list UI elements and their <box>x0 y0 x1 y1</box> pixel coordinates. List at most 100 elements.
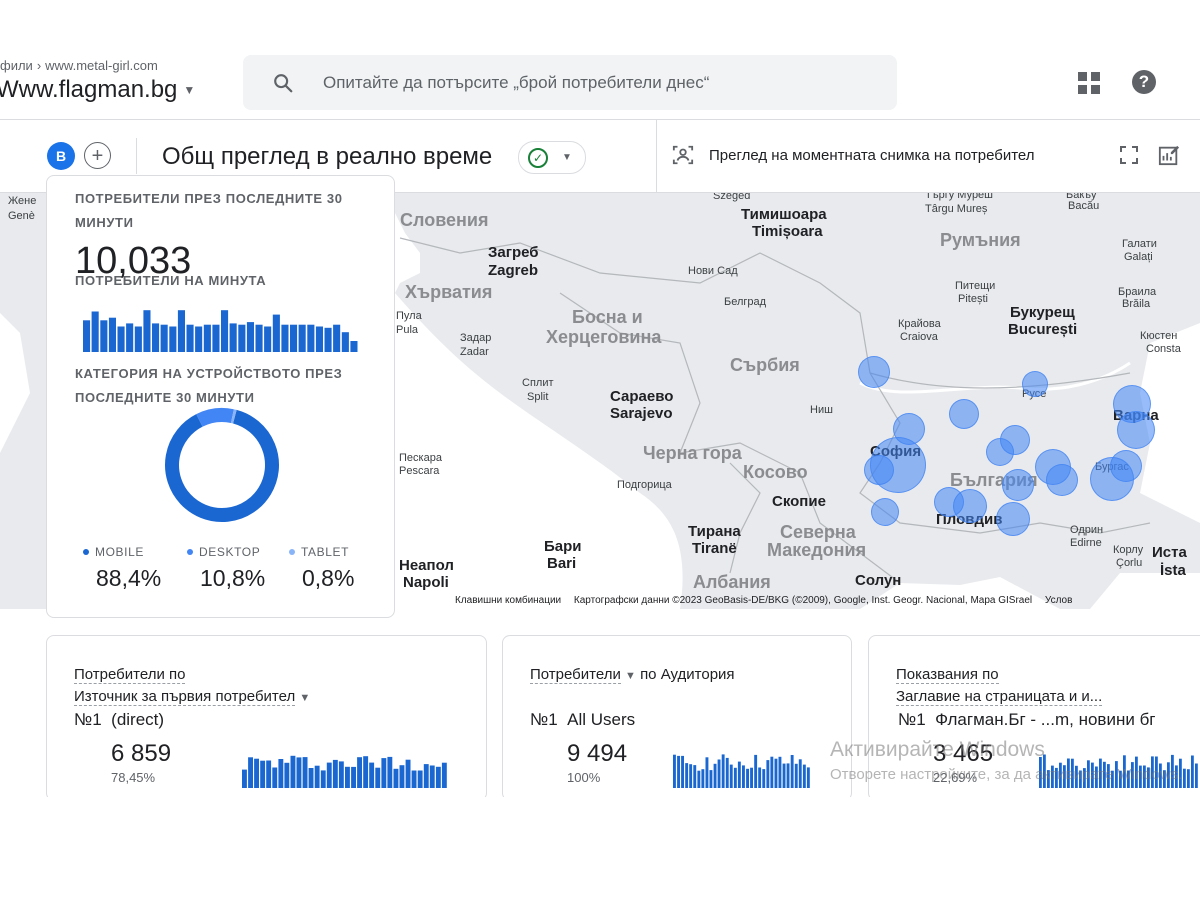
trend-bar[interactable] <box>1043 754 1046 789</box>
trend-bar[interactable] <box>742 765 745 788</box>
customize-report-icon[interactable] <box>1158 144 1180 166</box>
comparison-avatar[interactable]: B <box>47 142 75 170</box>
trend-bar-chart[interactable] <box>242 748 448 788</box>
trend-bar[interactable] <box>296 757 302 788</box>
trend-bar[interactable] <box>689 764 693 788</box>
trend-bar[interactable] <box>786 763 790 788</box>
trend-bar[interactable] <box>1159 763 1162 789</box>
trend-bar[interactable] <box>673 754 676 788</box>
donut-slice-tablet[interactable] <box>230 409 237 424</box>
minute-bar[interactable] <box>126 323 134 352</box>
trend-bar[interactable] <box>681 755 684 788</box>
trend-bar[interactable] <box>1091 762 1094 788</box>
minute-bar[interactable] <box>143 310 151 352</box>
minute-bar[interactable] <box>246 322 254 352</box>
minute-bar[interactable] <box>221 310 229 352</box>
trend-bar[interactable] <box>260 760 266 788</box>
trend-bar[interactable] <box>272 767 278 789</box>
minute-bar[interactable] <box>307 324 315 352</box>
minute-bar[interactable] <box>298 324 306 352</box>
trend-bar[interactable] <box>369 762 375 788</box>
map-user-bubble[interactable] <box>864 455 894 485</box>
donut-slice-desktop[interactable] <box>196 408 234 427</box>
trend-bar[interactable] <box>1123 755 1126 788</box>
trend-bar[interactable] <box>750 767 753 788</box>
trend-bar[interactable] <box>242 769 247 788</box>
trend-bar[interactable] <box>1135 756 1138 788</box>
trend-bar[interactable] <box>411 770 417 789</box>
trend-bar[interactable] <box>254 758 259 788</box>
trend-bar-chart[interactable] <box>1039 748 1199 788</box>
minute-bar[interactable] <box>152 323 160 352</box>
trend-bar[interactable] <box>387 756 393 788</box>
minute-bar[interactable] <box>83 320 91 352</box>
trend-bar[interactable] <box>1187 769 1190 788</box>
trend-bar-chart[interactable] <box>673 748 811 788</box>
trend-bar[interactable] <box>1067 758 1070 789</box>
minute-bar[interactable] <box>229 323 237 352</box>
trend-bar[interactable] <box>1127 770 1130 789</box>
terms-link[interactable]: Услов <box>1044 595 1073 606</box>
breadcrumb[interactable]: фили › www.metal-girl.com <box>0 58 158 73</box>
minute-bar[interactable] <box>324 327 332 352</box>
apps-grid-icon[interactable] <box>1078 72 1100 94</box>
trend-bar[interactable] <box>405 759 411 788</box>
trend-bar[interactable] <box>320 770 326 788</box>
map-user-bubble[interactable] <box>1022 371 1048 397</box>
trend-bar[interactable] <box>308 768 314 788</box>
trend-bar[interactable] <box>1131 762 1134 788</box>
trend-bar[interactable] <box>1059 762 1062 788</box>
trend-bar[interactable] <box>762 769 766 788</box>
trend-bar[interactable] <box>417 770 423 789</box>
trend-bar[interactable] <box>1147 767 1150 788</box>
map-user-bubble[interactable] <box>871 498 899 526</box>
trend-bar[interactable] <box>693 765 697 788</box>
trend-bar[interactable] <box>746 768 749 788</box>
trend-bar[interactable] <box>399 765 405 788</box>
trend-bar[interactable] <box>725 757 729 788</box>
map-user-bubble[interactable] <box>996 502 1030 536</box>
trend-bar[interactable] <box>314 765 320 788</box>
trend-bar[interactable] <box>677 755 680 788</box>
trend-bar[interactable] <box>1095 766 1098 789</box>
trend-bar[interactable] <box>375 767 381 788</box>
trend-bar[interactable] <box>423 764 429 788</box>
trend-bar[interactable] <box>794 763 798 788</box>
keyboard-shortcuts-link[interactable]: Клавишни комбинации <box>455 595 562 606</box>
map-user-bubble[interactable] <box>1002 469 1034 501</box>
add-comparison-icon[interactable]: + <box>84 142 111 169</box>
minute-bar[interactable] <box>272 314 280 352</box>
trend-bar[interactable] <box>435 766 441 788</box>
trend-bar[interactable] <box>721 754 725 788</box>
minute-bar[interactable] <box>255 324 263 352</box>
minute-bar[interactable] <box>160 324 168 352</box>
trend-bar[interactable] <box>697 770 701 788</box>
trend-bar[interactable] <box>1055 767 1058 788</box>
trend-bar[interactable] <box>332 759 338 788</box>
trend-bar[interactable] <box>1079 770 1082 789</box>
trend-bar[interactable] <box>1039 757 1042 788</box>
trend-bar[interactable] <box>1087 760 1090 788</box>
trend-bar[interactable] <box>278 759 284 788</box>
minute-bar[interactable] <box>350 341 358 352</box>
help-icon[interactable]: ? <box>1132 70 1156 94</box>
dimension-selector[interactable]: Заглавие на страницата и и... <box>896 688 1103 706</box>
trend-bar[interactable] <box>798 759 802 788</box>
trend-bar[interactable] <box>782 763 786 788</box>
property-selector[interactable]: Www.flagman.bg ▼ <box>0 76 195 104</box>
device-donut-chart[interactable] <box>163 406 281 524</box>
minute-bar[interactable] <box>212 324 220 352</box>
map-user-bubble[interactable] <box>986 438 1014 466</box>
donut-slice-mobile[interactable] <box>165 409 279 522</box>
users-per-minute-chart[interactable] <box>83 306 359 352</box>
trend-bar[interactable] <box>381 758 387 788</box>
trend-bar[interactable] <box>1107 764 1110 788</box>
trend-bar[interactable] <box>1175 765 1178 788</box>
minute-bar[interactable] <box>108 317 116 352</box>
minute-bar[interactable] <box>281 324 289 352</box>
trend-bar[interactable] <box>778 756 782 788</box>
trend-bar[interactable] <box>1099 758 1102 788</box>
trend-bar[interactable] <box>705 757 709 788</box>
trend-bar[interactable] <box>806 767 810 788</box>
trend-bar[interactable] <box>1155 756 1158 789</box>
